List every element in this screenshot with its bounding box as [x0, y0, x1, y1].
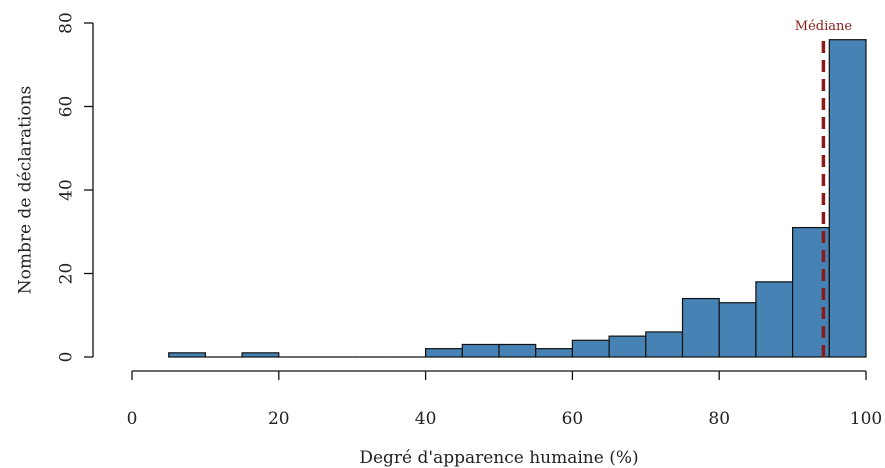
histogram-bar	[755, 281, 794, 358]
x-tick-label: 40	[415, 409, 437, 429]
histogram-bars	[168, 39, 867, 358]
y-tick-label: 60	[57, 96, 77, 118]
histogram-bar	[535, 348, 574, 358]
x-tick-label: 100	[850, 409, 882, 429]
histogram-bar	[681, 297, 720, 358]
histogram-bar	[241, 352, 280, 358]
histogram-bar	[168, 352, 206, 358]
y-axis: 0 20 40 60 80	[57, 12, 94, 362]
histogram-bar	[608, 335, 647, 358]
histogram-bar	[828, 39, 867, 358]
median-marker: Médiane	[795, 19, 853, 357]
y-tick-label: 40	[57, 179, 77, 201]
x-tick-label: 60	[562, 409, 584, 429]
median-label: Médiane	[795, 19, 853, 34]
histogram-bar	[498, 343, 537, 358]
histogram-bar	[461, 343, 500, 358]
x-tick-label: 20	[268, 409, 290, 429]
y-tick-label: 80	[57, 12, 77, 34]
histogram-bar	[571, 339, 610, 358]
y-tick-label: 20	[57, 263, 77, 285]
x-axis: 0 20 40 60 80 100	[127, 370, 882, 429]
histogram-bar	[425, 348, 463, 358]
histogram-bar	[645, 331, 684, 358]
histogram-bar	[718, 302, 757, 358]
y-tick-label: 0	[57, 352, 77, 363]
x-tick-label: 0	[127, 409, 138, 429]
y-axis-title: Nombre de déclarations	[16, 86, 36, 295]
x-tick-label: 80	[708, 409, 730, 429]
x-axis-title: Degré d'apparence humaine (%)	[359, 448, 638, 468]
